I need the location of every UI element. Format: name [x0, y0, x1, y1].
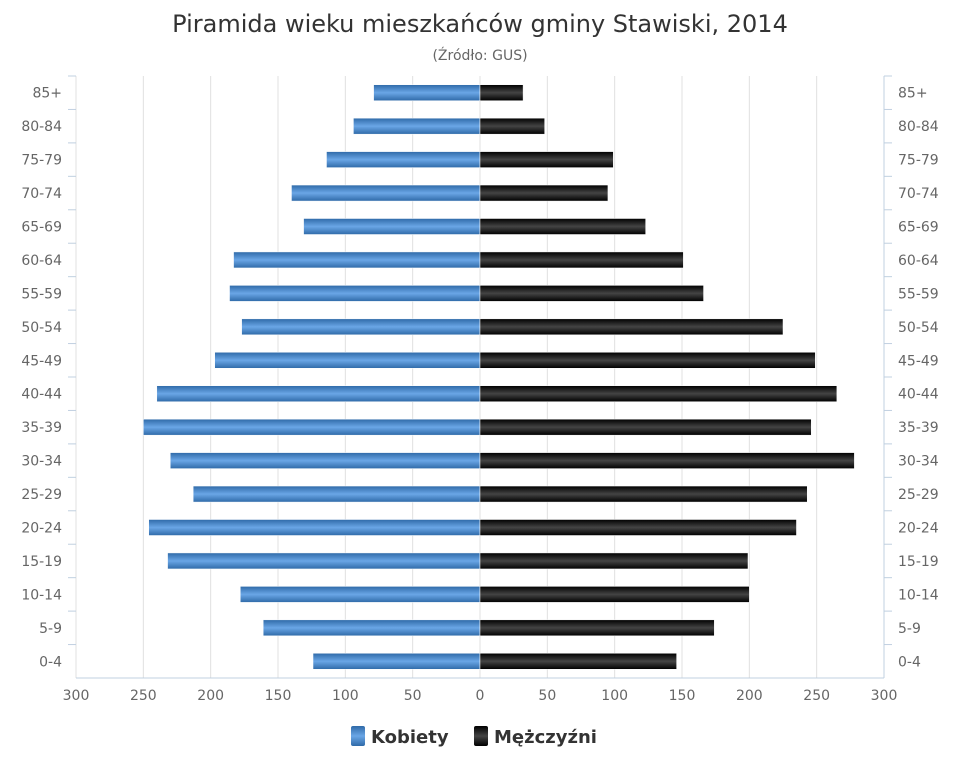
y-tick-label-right: 30-34: [898, 454, 939, 470]
bar-kobiety-30-34[interactable]: [170, 452, 481, 469]
y-tick-label-right: 65-69: [898, 220, 939, 236]
chart-title: Piramida wieku mieszkańców gminy Stawisk…: [172, 10, 788, 38]
y-tick-label-left: 85+: [32, 86, 62, 102]
chart-subtitle: (Źródło: GUS): [432, 46, 527, 64]
x-tick-label: 150: [669, 688, 696, 704]
y-tick-label-left: 50-54: [21, 320, 62, 336]
legend-label-mezczyzni[interactable]: Mężczyźni: [494, 727, 597, 748]
y-tick-label-left: 65-69: [21, 220, 62, 236]
x-tick-label: 0: [476, 688, 485, 704]
bar-mezczyzni-70-74[interactable]: [479, 184, 609, 202]
bar-mezczyzni-60-64[interactable]: [479, 251, 684, 269]
y-tick-label-left: 15-19: [21, 554, 62, 570]
x-tick-label: 100: [601, 688, 628, 704]
y-tick-label-left: 0-4: [39, 654, 62, 670]
bar-mezczyzni-40-44[interactable]: [479, 385, 838, 402]
x-tick-label: 50: [538, 688, 556, 704]
y-tick-label-right: 60-64: [898, 253, 939, 269]
x-tick-label: 150: [265, 688, 292, 704]
bar-mezczyzni-85+[interactable]: [479, 84, 524, 101]
bar-kobiety-45-49[interactable]: [214, 352, 481, 369]
bar-mezczyzni-80-84[interactable]: [479, 117, 545, 135]
legend-label-kobiety[interactable]: Kobiety: [371, 727, 449, 748]
bar-kobiety-50-54[interactable]: [241, 318, 481, 336]
bar-kobiety-65-69[interactable]: [303, 218, 481, 235]
y-tick-label-left: 10-14: [21, 587, 62, 603]
y-tick-label-left: 70-74: [21, 186, 62, 202]
bar-mezczyzni-35-39[interactable]: [479, 418, 812, 436]
y-tick-label-left: 55-59: [21, 286, 62, 302]
x-tick-label: 200: [197, 688, 224, 704]
y-tick-label-right: 20-24: [898, 521, 939, 537]
y-tick-label-left: 45-49: [21, 353, 62, 369]
y-tick-label-right: 35-39: [898, 420, 939, 436]
y-tick-label-right: 55-59: [898, 286, 939, 302]
y-tick-label-right: 25-29: [898, 487, 939, 503]
bar-mezczyzni-5-9[interactable]: [479, 619, 715, 637]
bar-kobiety-35-39[interactable]: [143, 418, 481, 436]
y-tick-label-left: 80-84: [21, 119, 62, 135]
bar-mezczyzni-30-34[interactable]: [479, 452, 855, 469]
bar-mezczyzni-50-54[interactable]: [479, 318, 784, 336]
y-tick-label-right: 15-19: [898, 554, 939, 570]
y-tick-label-left: 30-34: [21, 454, 62, 470]
bar-kobiety-25-29[interactable]: [192, 485, 481, 503]
y-tick-label-right: 75-79: [898, 153, 939, 169]
y-tick-label-left: 20-24: [21, 521, 62, 537]
y-tick-label-right: 50-54: [898, 320, 939, 336]
bar-mezczyzni-15-19[interactable]: [479, 552, 749, 570]
bar-kobiety-55-59[interactable]: [229, 285, 481, 302]
bar-kobiety-80-84[interactable]: [353, 117, 481, 135]
x-tick-label: 250: [130, 688, 157, 704]
bar-kobiety-15-19[interactable]: [167, 552, 481, 570]
bar-mezczyzni-75-79[interactable]: [479, 151, 614, 168]
bar-kobiety-20-24[interactable]: [148, 519, 481, 536]
x-tick-label: 50: [404, 688, 422, 704]
x-tick-label: 100: [332, 688, 359, 704]
bar-kobiety-5-9[interactable]: [262, 619, 481, 637]
y-tick-label-left: 40-44: [21, 387, 62, 403]
y-tick-label-right: 80-84: [898, 119, 939, 135]
x-tick-label: 250: [803, 688, 830, 704]
bar-mezczyzni-25-29[interactable]: [479, 485, 808, 503]
y-tick-label-right: 0-4: [898, 654, 921, 670]
y-tick-label-right: 70-74: [898, 186, 939, 202]
legend-swatch-mezczyzni[interactable]: [474, 726, 488, 746]
bar-kobiety-0-4[interactable]: [312, 653, 481, 670]
bar-kobiety-70-74[interactable]: [291, 184, 481, 202]
bar-mezczyzni-20-24[interactable]: [479, 519, 797, 536]
bar-mezczyzni-0-4[interactable]: [479, 653, 677, 670]
y-tick-label-right: 5-9: [898, 621, 921, 637]
y-tick-label-left: 25-29: [21, 487, 62, 503]
y-tick-label-left: 5-9: [39, 621, 62, 637]
bar-mezczyzni-65-69[interactable]: [479, 218, 646, 235]
bar-kobiety-75-79[interactable]: [326, 151, 481, 168]
bar-kobiety-60-64[interactable]: [233, 251, 481, 269]
legend: Kobiety Mężczyźni: [351, 726, 597, 748]
y-tick-label-right: 10-14: [898, 587, 939, 603]
y-tick-label-left: 75-79: [21, 153, 62, 169]
y-tick-label-right: 85+: [898, 86, 928, 102]
x-tick-label: 200: [736, 688, 763, 704]
bar-kobiety-10-14[interactable]: [240, 586, 481, 603]
bar-kobiety-85+[interactable]: [373, 84, 481, 101]
bar-mezczyzni-55-59[interactable]: [479, 285, 704, 302]
x-tick-label: 300: [63, 688, 90, 704]
y-tick-label-right: 40-44: [898, 387, 939, 403]
bar-mezczyzni-45-49[interactable]: [479, 352, 816, 369]
x-tick-label: 300: [871, 688, 898, 704]
y-tick-label-left: 35-39: [21, 420, 62, 436]
y-tick-label-right: 45-49: [898, 353, 939, 369]
y-tick-label-left: 60-64: [21, 253, 62, 269]
bar-kobiety-40-44[interactable]: [156, 385, 481, 402]
legend-swatch-kobiety[interactable]: [351, 726, 365, 746]
bar-mezczyzni-10-14[interactable]: [479, 586, 750, 603]
